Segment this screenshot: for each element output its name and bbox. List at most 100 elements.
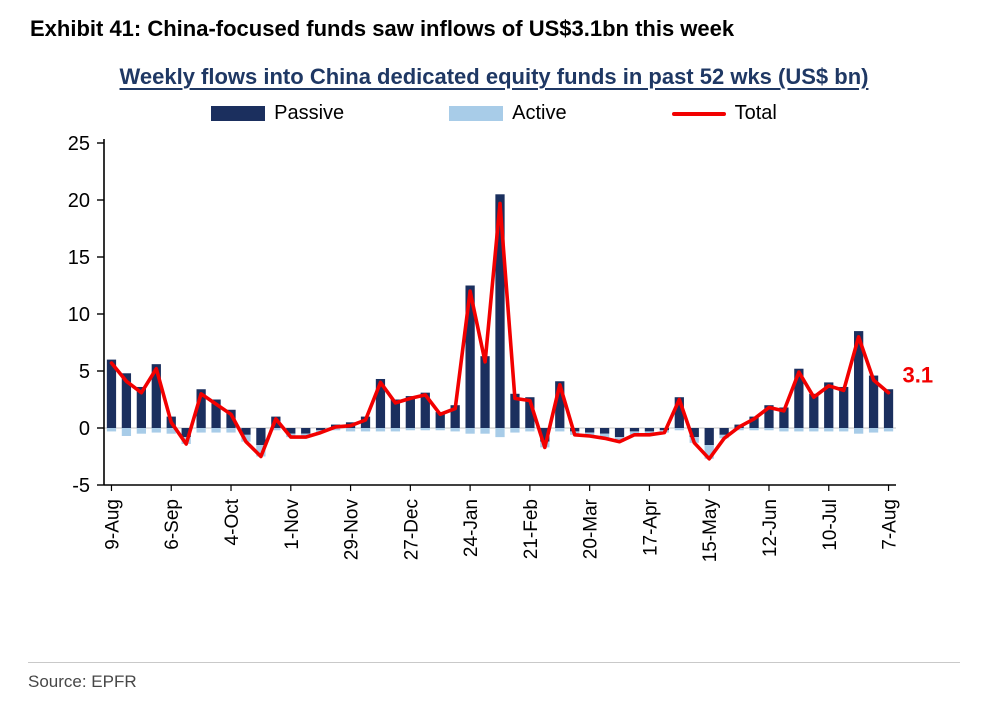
x-axis-label: 6-Sep [162, 499, 183, 550]
passive-bar [256, 428, 266, 446]
passive-bar [181, 428, 191, 438]
legend: Passive Active Total [0, 102, 988, 125]
passive-bar [450, 405, 460, 428]
passive-bar [375, 378, 386, 428]
y-axis-label: 10 [68, 304, 90, 326]
passive-bar [704, 428, 714, 446]
passive-bar [495, 194, 505, 428]
y-axis-label: 15 [68, 247, 90, 269]
active-bar [345, 428, 356, 432]
passive-bar [614, 428, 625, 438]
active-bar [854, 428, 864, 434]
passive-bar [599, 428, 610, 434]
passive-bar [883, 389, 894, 428]
active-bar [151, 428, 161, 433]
y-axis-label: 20 [68, 190, 90, 212]
legend-label-active: Active [512, 102, 567, 124]
active-bar [883, 428, 894, 432]
passive-bar [794, 368, 804, 428]
x-axis-label: 20-Mar [581, 498, 602, 559]
passive-bar [644, 428, 655, 432]
source-note: Source: EPFR [28, 662, 960, 692]
passive-bar [824, 382, 834, 428]
active-bar [809, 428, 819, 432]
x-axis-label: 10-Jul [820, 499, 841, 551]
passive-bar [510, 393, 520, 428]
passive-bar [226, 409, 236, 428]
active-bar [196, 428, 206, 433]
passive-swatch-icon [211, 106, 266, 121]
passive-bar [360, 416, 371, 428]
flows-chart: -5 0 5 10 15 20 25 9-Aug 6-Sep 4-Oct 1-Nov 29-Nov 27… [68, 133, 934, 563]
active-bar [868, 428, 879, 433]
y-axis-label: 25 [68, 133, 90, 155]
active-bar [510, 428, 520, 433]
x-axis-label: 27-Dec [401, 499, 422, 560]
passive-bar [480, 356, 490, 428]
x-axis-label: 4-Oct [222, 498, 243, 545]
active-swatch-icon [449, 106, 504, 121]
passive-bar [540, 428, 550, 442]
passive-bar [749, 416, 759, 428]
x-axis-label: 17-Apr [640, 498, 661, 556]
passive-bar [286, 428, 296, 434]
active-bar [839, 428, 849, 432]
last-value-label: 3.1 [903, 363, 934, 388]
passive-bar [136, 386, 146, 428]
passive-bar [151, 364, 161, 428]
chart-title: Weekly flows into China dedicated equity… [119, 64, 869, 89]
legend-item-total: Total [671, 102, 777, 125]
active-bar [824, 428, 834, 432]
x-axis-label: 12-Jun [760, 499, 781, 557]
y-axis-label: -5 [72, 475, 90, 497]
active-bar [495, 428, 505, 438]
active-bar [420, 428, 430, 431]
active-bar [450, 428, 460, 432]
active-bar [211, 428, 221, 433]
passive-bar [301, 428, 311, 434]
x-axis-label: 1-Nov [282, 499, 303, 550]
legend-item-active: Active [449, 102, 567, 125]
active-bar [794, 428, 804, 432]
passive-bar [405, 396, 415, 428]
legend-label-passive: Passive [274, 102, 345, 124]
active-bar [256, 445, 266, 457]
passive-bar [390, 399, 401, 428]
x-axis-label: 21-Feb [521, 499, 542, 559]
active-bar [405, 428, 415, 431]
x-axis-label: 15-May [700, 499, 721, 563]
active-bar [166, 428, 176, 434]
passive-bar [868, 375, 879, 428]
x-axis-label: 24-Jan [461, 499, 482, 557]
active-bar [121, 428, 132, 436]
active-bar [779, 428, 789, 432]
active-bar [330, 428, 341, 431]
active-bar [226, 428, 236, 433]
active-bar [480, 428, 490, 434]
passive-bar [629, 428, 640, 432]
chart-area: Weekly flows into China dedicated equity… [0, 64, 988, 603]
active-bar [136, 428, 146, 434]
passive-bar [809, 393, 819, 428]
exhibit-title: Exhibit 41: China-focused funds saw infl… [30, 16, 735, 41]
active-bar [555, 428, 565, 432]
active-bar [360, 428, 371, 432]
passive-bar [719, 428, 729, 435]
passive-bar [779, 407, 789, 428]
legend-item-passive: Passive [211, 102, 344, 125]
x-axis-label: 7-Aug [880, 499, 901, 550]
active-bar [704, 445, 714, 459]
active-bar [106, 428, 117, 432]
passive-bar [106, 359, 117, 428]
passive-bar [525, 397, 535, 428]
active-bar [674, 428, 684, 431]
passive-bar [674, 397, 684, 428]
x-axis-label: 29-Nov [342, 499, 363, 561]
active-bar [525, 428, 535, 432]
active-bar [749, 428, 759, 431]
passive-bar [465, 285, 475, 428]
active-bar [390, 428, 401, 432]
x-axis-label: 9-Aug [102, 499, 123, 550]
active-bar [465, 428, 475, 434]
passive-bar [839, 386, 849, 428]
